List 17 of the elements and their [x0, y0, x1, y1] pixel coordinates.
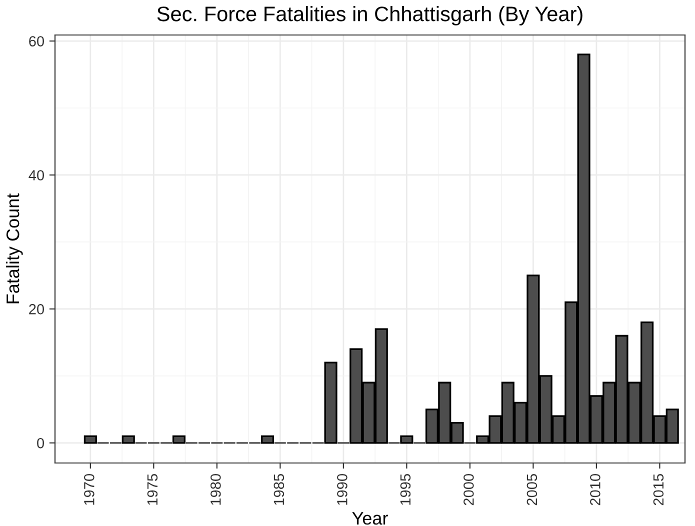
x-tick-label: 2015: [653, 474, 664, 506]
x-tick-label: 2005: [526, 474, 538, 506]
x-tick-label: 1975: [147, 474, 158, 505]
x-tick-label: 2000: [464, 474, 474, 506]
x-tick-label: 1990: [337, 474, 348, 505]
y-tick-label: 0: [37, 438, 44, 448]
y-axis-title: Fatality Count: [6, 193, 23, 304]
x-tick-label: 1980: [210, 474, 221, 505]
x-tick-label: 1985: [274, 474, 284, 505]
y-tick-label: 20: [29, 304, 44, 314]
chart-title: Sec. Force Fatalities in Chhattisgarh (By Year): [157, 6, 582, 26]
x-tick-label: 1970: [84, 474, 94, 505]
x-tick-label: 1995: [400, 474, 411, 505]
x-axis-title: Year: [352, 512, 388, 525]
y-tick-label: 60: [29, 36, 44, 46]
x-tick-label: 2010: [590, 474, 600, 506]
y-tick-label: 40: [28, 170, 44, 180]
